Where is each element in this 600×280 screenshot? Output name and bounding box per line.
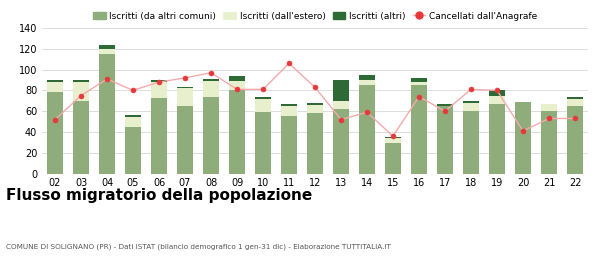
Bar: [463, 101, 479, 103]
Bar: [254, 97, 271, 99]
Bar: [203, 79, 220, 81]
Bar: [203, 97, 220, 174]
Bar: [463, 111, 479, 174]
Bar: [281, 116, 298, 174]
Bar: [73, 82, 89, 101]
Bar: [203, 81, 220, 97]
Bar: [332, 101, 349, 109]
Bar: [488, 90, 505, 95]
Bar: [307, 113, 323, 174]
Bar: [229, 81, 245, 90]
Bar: [98, 54, 115, 174]
Bar: [359, 85, 376, 174]
Bar: [541, 104, 557, 111]
Bar: [73, 101, 89, 174]
Bar: [281, 104, 298, 106]
Bar: [151, 80, 167, 82]
Bar: [254, 112, 271, 174]
Bar: [176, 106, 193, 174]
Bar: [488, 95, 505, 104]
Bar: [125, 115, 142, 117]
Text: COMUNE DI SOLIGNANO (PR) - Dati ISTAT (bilancio demografico 1 gen-31 dic) - Elab: COMUNE DI SOLIGNANO (PR) - Dati ISTAT (b…: [6, 244, 391, 250]
Bar: [566, 97, 583, 99]
Bar: [47, 92, 64, 174]
Bar: [541, 111, 557, 174]
Bar: [47, 80, 64, 82]
Bar: [566, 99, 583, 106]
Bar: [437, 106, 454, 174]
Bar: [385, 137, 401, 138]
Bar: [254, 99, 271, 112]
Bar: [73, 80, 89, 82]
Bar: [151, 98, 167, 174]
Bar: [98, 45, 115, 49]
Bar: [488, 104, 505, 174]
Bar: [176, 87, 193, 88]
Bar: [385, 143, 401, 174]
Text: Flusso migratorio della popolazione: Flusso migratorio della popolazione: [6, 188, 312, 203]
Bar: [332, 109, 349, 174]
Legend: Iscritti (da altri comuni), Iscritti (dall'estero), Iscritti (altri), Cancellati: Iscritti (da altri comuni), Iscritti (da…: [93, 11, 537, 20]
Bar: [47, 82, 64, 92]
Bar: [566, 106, 583, 174]
Bar: [463, 103, 479, 111]
Bar: [125, 127, 142, 174]
Bar: [125, 117, 142, 127]
Bar: [359, 80, 376, 85]
Bar: [98, 49, 115, 54]
Bar: [307, 103, 323, 105]
Bar: [151, 82, 167, 98]
Bar: [307, 105, 323, 113]
Bar: [176, 88, 193, 106]
Bar: [229, 90, 245, 174]
Bar: [410, 85, 427, 174]
Bar: [437, 104, 454, 106]
Bar: [515, 102, 532, 174]
Bar: [332, 80, 349, 101]
Bar: [385, 138, 401, 143]
Bar: [410, 78, 427, 82]
Bar: [359, 75, 376, 80]
Bar: [410, 82, 427, 85]
Bar: [281, 106, 298, 116]
Bar: [229, 76, 245, 81]
